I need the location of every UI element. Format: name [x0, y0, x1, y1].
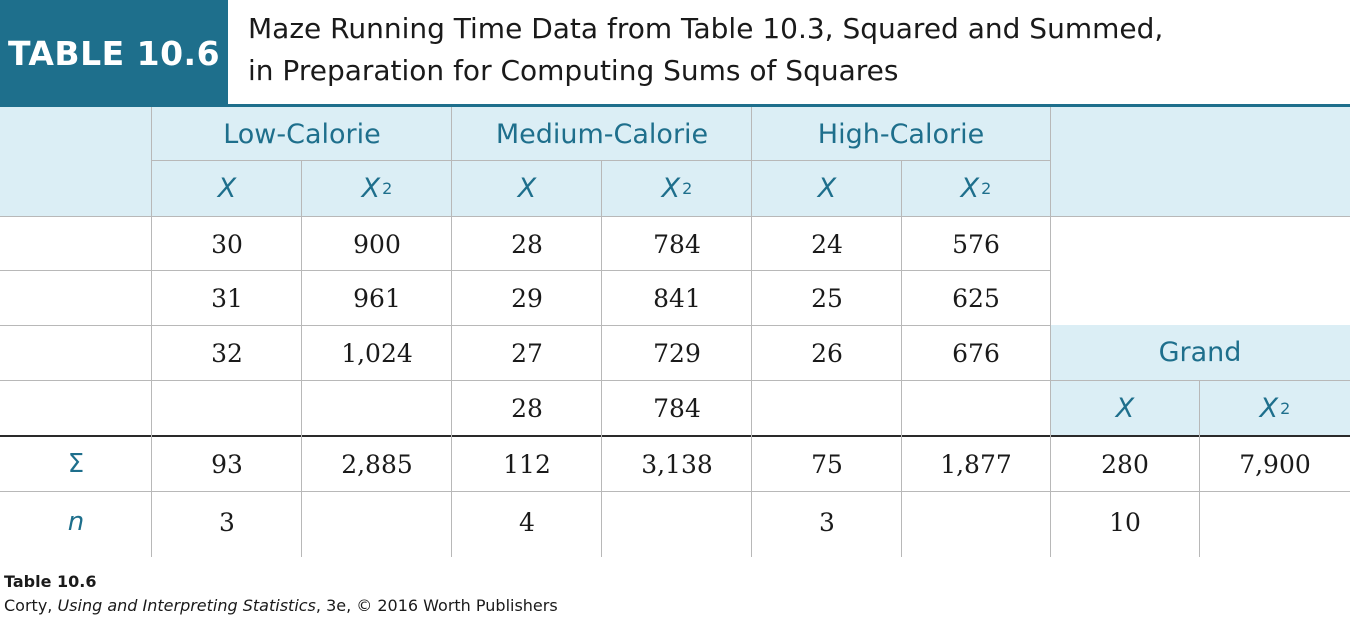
table-cell: 676	[952, 338, 1000, 368]
table-cell: 29	[511, 283, 543, 313]
row-rule	[0, 325, 1050, 326]
sum-cell: 112	[503, 449, 551, 479]
table-caption: Table 10.6	[4, 572, 97, 591]
table-cell	[752, 381, 902, 435]
table-cell: 576	[952, 229, 1000, 259]
n-row-label: n	[67, 507, 85, 537]
table-title-line-1: Maze Running Time Data from Table 10.3, …	[248, 12, 1164, 45]
group-header-grand: Grand	[1158, 337, 1242, 368]
n-cell: 3	[219, 507, 235, 537]
n-cell	[602, 492, 752, 552]
group-header-high-calorie: High-Calorie	[817, 118, 985, 150]
table-cell: 625	[952, 283, 1000, 313]
sum-cell: 1,877	[940, 449, 1012, 479]
sum-row-label: Σ	[67, 449, 85, 479]
header-bottom-rule	[0, 216, 1350, 217]
table-cell: 841	[653, 283, 701, 313]
column-rule	[601, 160, 602, 557]
sum-cell: 3,138	[641, 449, 713, 479]
table-cell: 784	[653, 229, 701, 259]
sum-cell: 2,885	[341, 449, 413, 479]
column-rule	[301, 160, 302, 557]
group-header-medium-calorie: Medium-Calorie	[495, 118, 709, 150]
column-rule	[901, 160, 902, 557]
table-cell: 25	[811, 283, 843, 313]
row-rule	[0, 380, 1050, 381]
table-cell: 28	[511, 229, 543, 259]
table-cell: 27	[511, 338, 543, 368]
table-cell	[902, 381, 1050, 435]
header-band	[0, 107, 1350, 216]
table-cell: 30	[211, 229, 243, 259]
sum-cell: 93	[211, 449, 243, 479]
sum-cell-grand: 7,900	[1239, 449, 1311, 479]
grand-subheader-x: X	[1115, 392, 1135, 424]
table-cell: 1,024	[341, 338, 413, 368]
column-rule	[1050, 107, 1051, 557]
grand-divider	[1050, 380, 1350, 381]
table-cell: 28	[511, 393, 543, 423]
table-title-line-2: in Preparation for Computing Sums of Squ…	[248, 54, 899, 87]
row-rule	[0, 491, 1350, 492]
source-credit: Corty, Using and Interpreting Statistics…	[4, 596, 558, 615]
n-cell: 4	[519, 507, 535, 537]
column-rule	[151, 107, 152, 557]
sum-cell: 75	[811, 449, 843, 479]
table-cell: 31	[211, 283, 243, 313]
n-cell-grand	[1200, 492, 1350, 552]
data-table: Low-Calorie Medium-Calorie High-Calorie …	[0, 107, 1350, 557]
column-rule	[451, 107, 452, 557]
sum-cell-grand: 280	[1101, 449, 1149, 479]
table-cell: 32	[211, 338, 243, 368]
table-cell: 24	[811, 229, 843, 259]
table-cell	[152, 381, 302, 435]
n-cell	[902, 492, 1050, 552]
group-header-low-calorie: Low-Calorie	[223, 118, 381, 150]
table-number-badge: TABLE 10.6	[7, 34, 221, 73]
table-cell: 784	[653, 393, 701, 423]
column-rule	[751, 107, 752, 557]
n-cell-grand: 10	[1109, 507, 1141, 537]
table-title: Maze Running Time Data from Table 10.3, …	[228, 0, 1350, 104]
subheader-x: X	[817, 173, 837, 204]
table-header: TABLE 10.6 Maze Running Time Data from T…	[0, 0, 1350, 107]
subheader-x: X	[217, 173, 237, 204]
sum-rule	[0, 435, 1350, 437]
n-cell	[302, 492, 452, 552]
subheader-x: X	[517, 173, 537, 204]
table-cell: 729	[653, 338, 701, 368]
table-cell: 961	[353, 283, 401, 313]
row-rule	[0, 270, 1050, 271]
table-cell	[302, 381, 452, 435]
table-cell: 900	[353, 229, 401, 259]
column-rule	[1199, 380, 1200, 557]
table-cell: 26	[811, 338, 843, 368]
n-cell: 3	[819, 507, 835, 537]
